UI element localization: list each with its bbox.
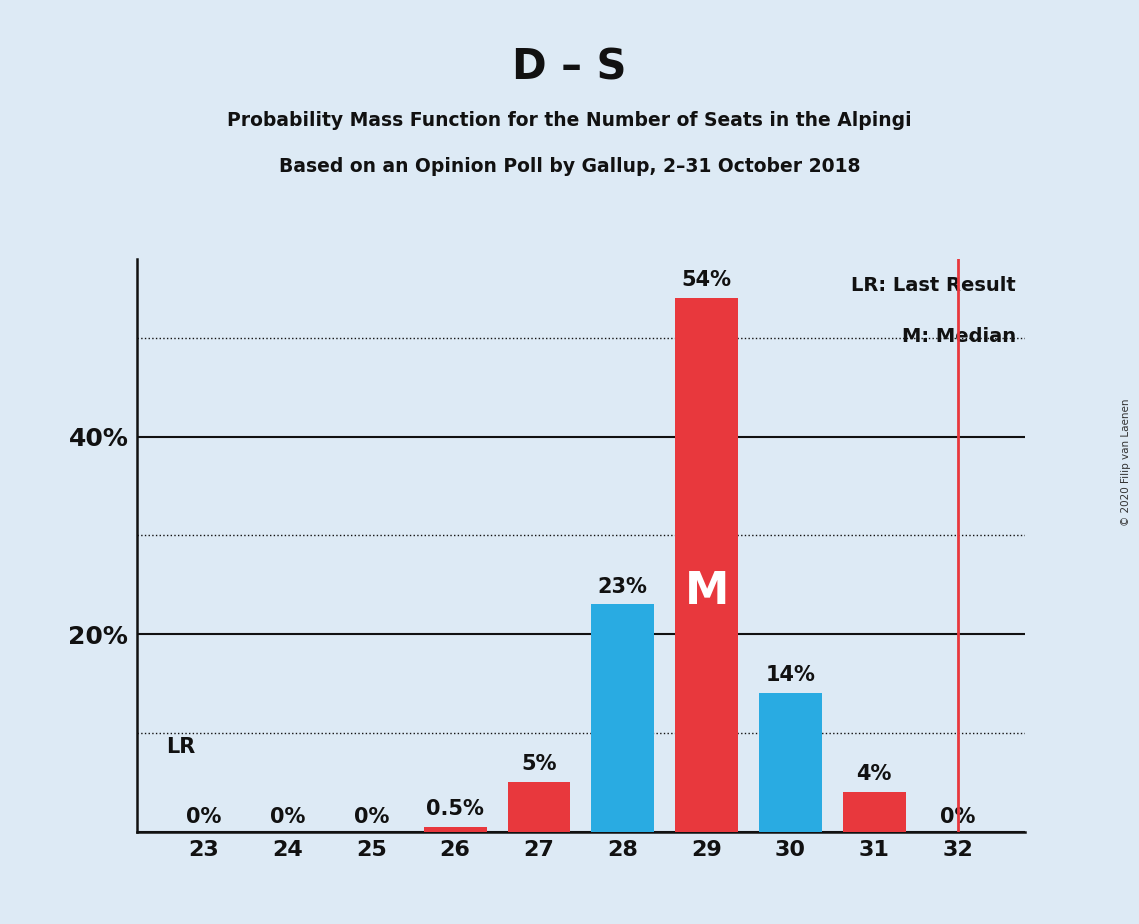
Text: 5%: 5% [522, 754, 557, 774]
Text: Based on an Opinion Poll by Gallup, 2–31 October 2018: Based on an Opinion Poll by Gallup, 2–31… [279, 157, 860, 176]
Text: M: M [685, 570, 729, 614]
Bar [675, 298, 738, 832]
Bar [591, 604, 654, 832]
Bar [508, 783, 571, 832]
Text: 14%: 14% [765, 665, 816, 686]
Text: 0%: 0% [186, 807, 221, 827]
Text: M: Median: M: Median [902, 327, 1016, 346]
Text: Probability Mass Function for the Number of Seats in the Alpingi: Probability Mass Function for the Number… [227, 111, 912, 130]
Text: 0%: 0% [941, 807, 976, 827]
Text: 54%: 54% [681, 271, 731, 290]
Text: 4%: 4% [857, 764, 892, 784]
Bar [843, 792, 906, 832]
Text: 0.5%: 0.5% [426, 798, 484, 819]
Text: 0%: 0% [354, 807, 390, 827]
Text: 0%: 0% [270, 807, 305, 827]
Bar [424, 827, 486, 832]
Text: © 2020 Filip van Laenen: © 2020 Filip van Laenen [1121, 398, 1131, 526]
Text: 23%: 23% [598, 577, 648, 597]
Text: LR: LR [166, 737, 195, 757]
Text: D – S: D – S [513, 46, 626, 88]
Bar [759, 693, 822, 832]
Text: LR: Last Result: LR: Last Result [852, 276, 1016, 295]
